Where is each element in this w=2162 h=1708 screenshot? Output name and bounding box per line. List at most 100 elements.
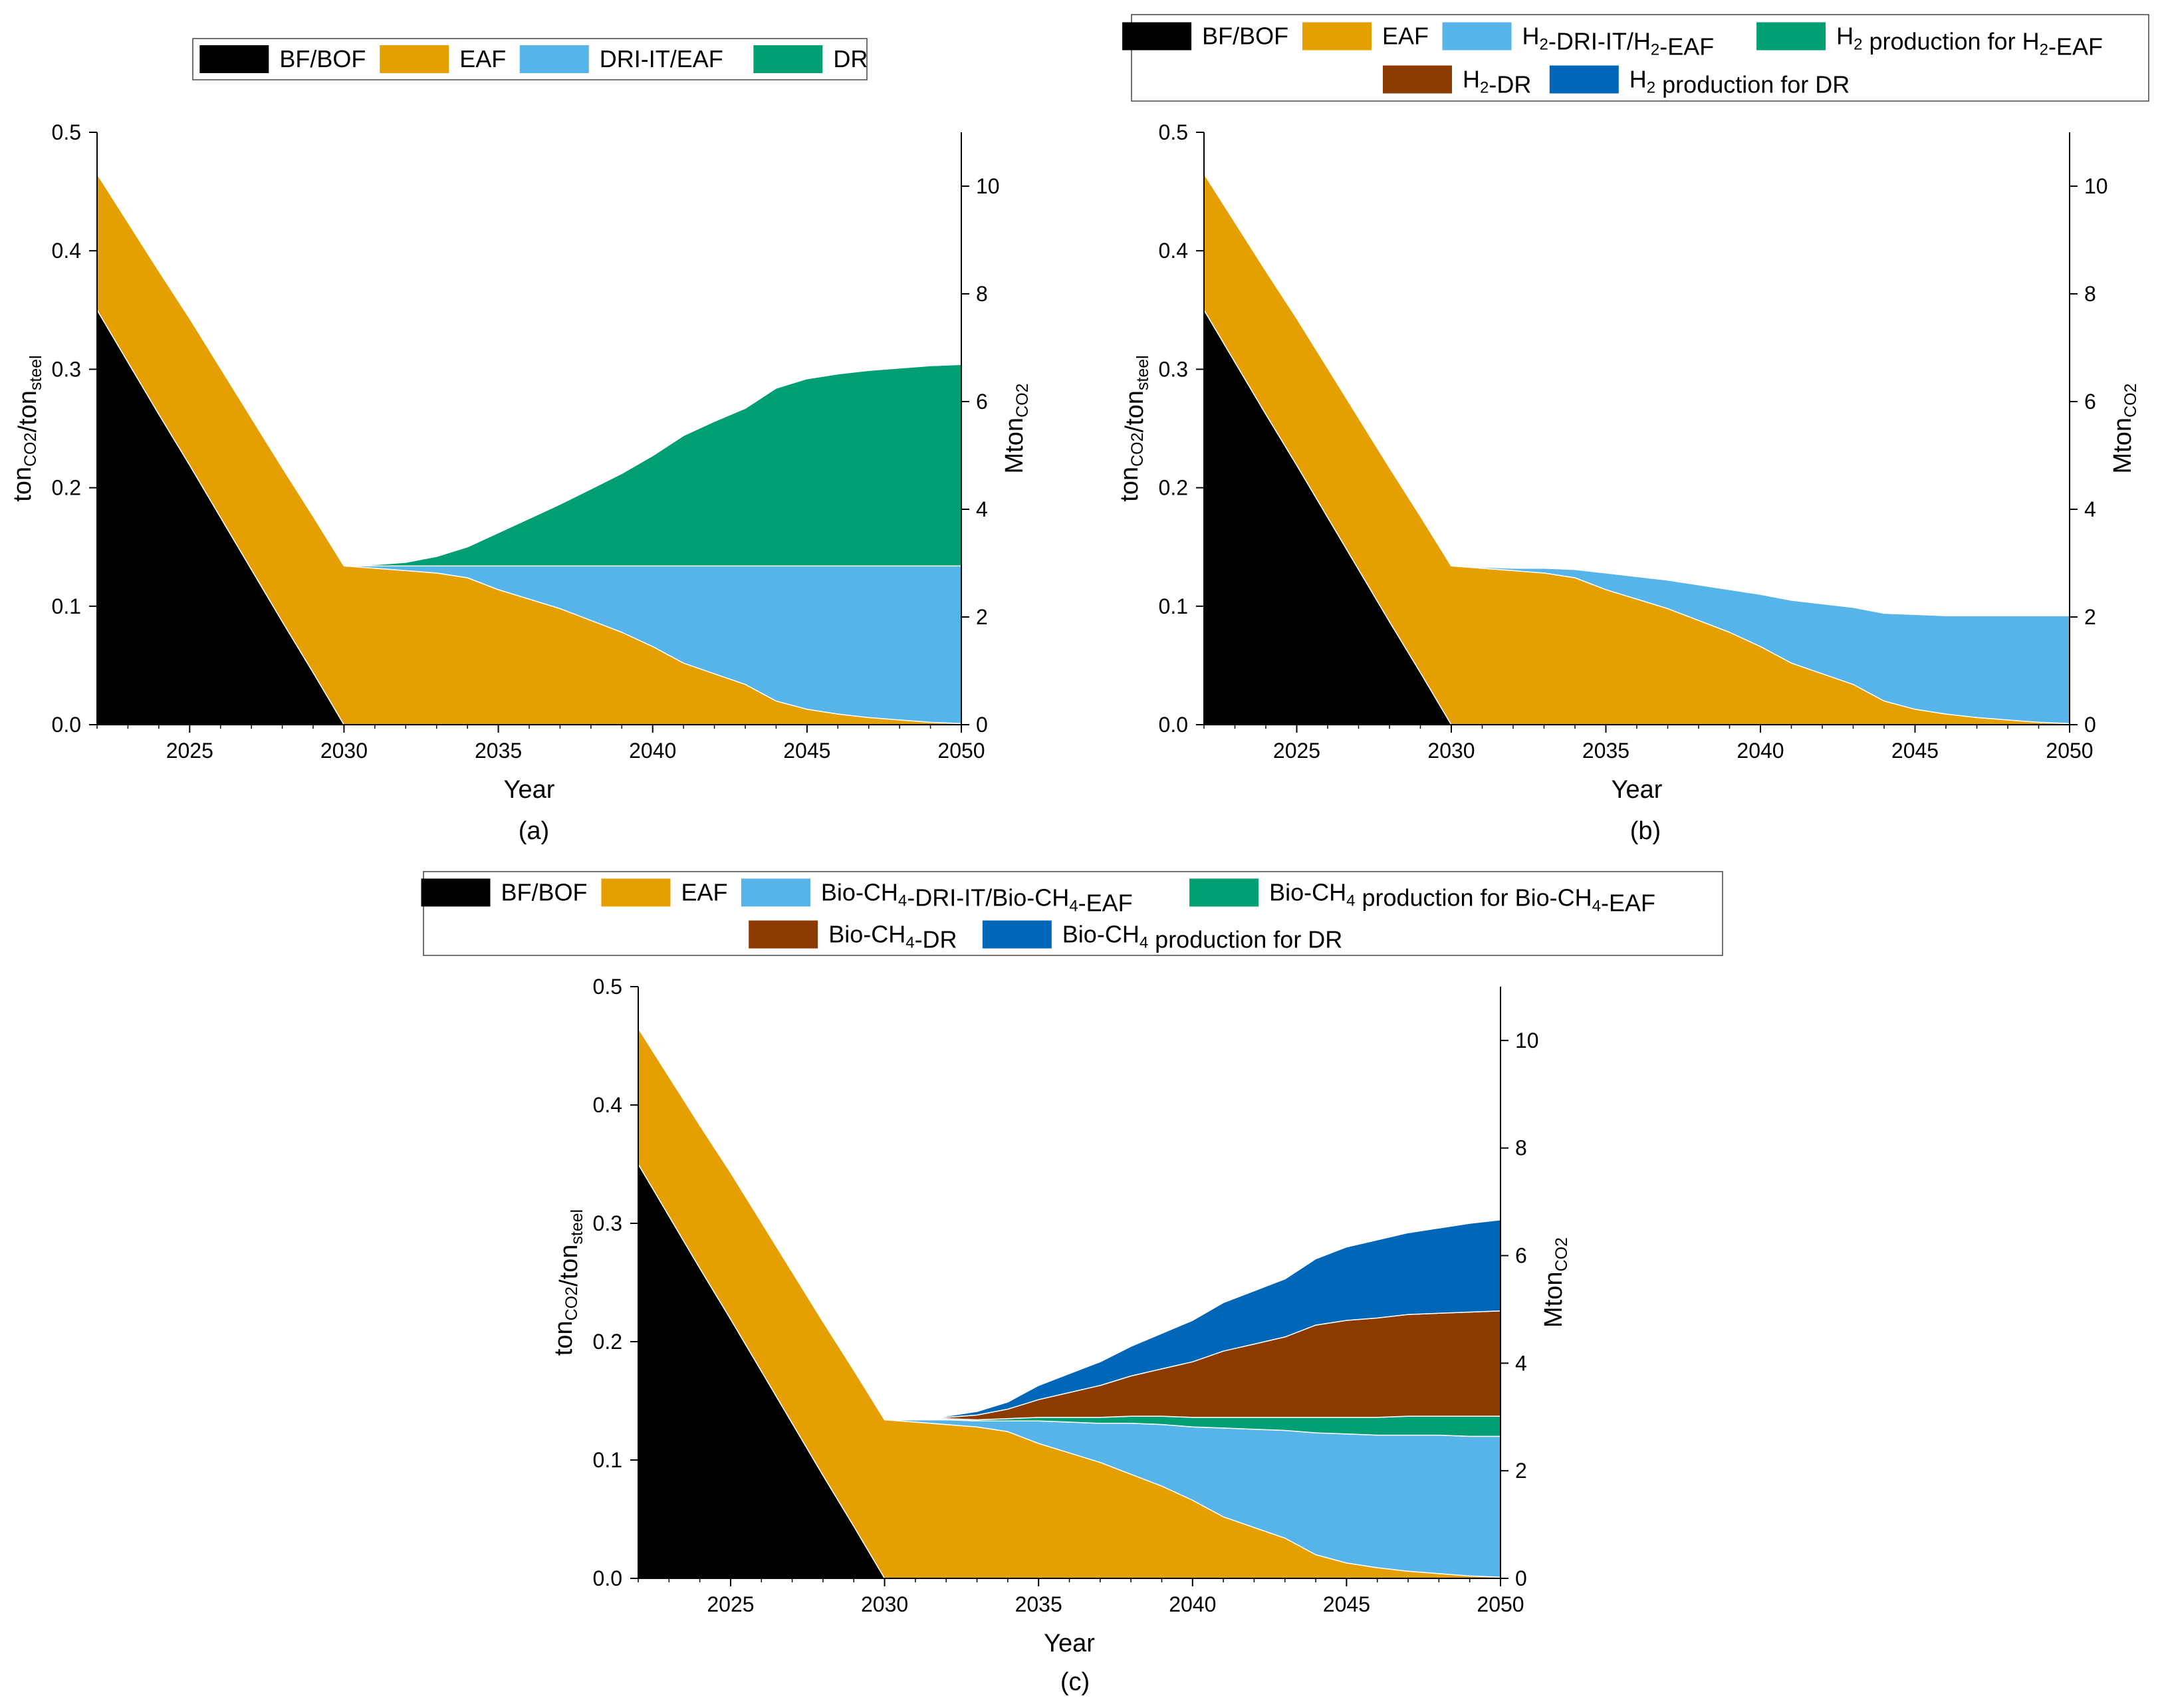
y-tick-label: 0.2: [593, 1330, 622, 1354]
legend-label: EAF: [459, 45, 506, 72]
y-tick-label: 0.2: [52, 476, 81, 500]
legend-label: BF/BOF: [501, 879, 587, 906]
y2-tick-label: 4: [1515, 1351, 1527, 1375]
chart-panel-b: 2025 2030 2035 2040 2045 2050 0.0 0.1 0.2 0.3 0.4 0…: [1116, 14, 2149, 845]
y2-tick-label: 6: [2084, 390, 2096, 414]
y-axis-title: tonCO2/tonsteel: [9, 355, 45, 501]
y2-tick-label: 4: [976, 497, 988, 521]
x-tick-label: 2040: [1737, 739, 1784, 763]
legend-label: DR: [833, 45, 868, 72]
y2-tick-label: 8: [2084, 282, 2096, 306]
y2-tick-label: 0: [1515, 1566, 1527, 1590]
y-tick-label: 0.0: [593, 1566, 622, 1590]
y-tick-label: 0.1: [593, 1448, 622, 1472]
legend-swatch: [519, 45, 589, 73]
x-tick-label: 2050: [937, 739, 985, 763]
y-axis-title: tonCO2/tonsteel: [1116, 355, 1152, 501]
y-tick-label: 0.1: [52, 594, 81, 618]
x-tick-label: 2030: [861, 1592, 908, 1616]
y2-tick-label: 2: [2084, 605, 2096, 629]
legend-label: H2 production for DR: [1629, 66, 1850, 98]
x-tick-label: 2045: [1323, 1592, 1370, 1616]
y-tick-label: 0.4: [52, 239, 81, 263]
legend-swatch: [1383, 65, 1452, 94]
x-tick-label: 2035: [475, 739, 522, 763]
panel-caption: (b): [1630, 817, 1661, 845]
legend-swatch: [1122, 22, 1192, 51]
x-tick-label: 2050: [2046, 739, 2093, 763]
x-axis-title: Year: [1044, 1630, 1095, 1657]
legend-swatch: [601, 878, 671, 907]
y-tick-label: 0.3: [52, 357, 81, 381]
y-tick-label: 0.0: [1159, 713, 1188, 737]
x-tick-label: 2025: [707, 1592, 754, 1616]
legend-label: BF/BOF: [1202, 23, 1288, 50]
legend-swatch: [380, 45, 449, 73]
legend-label: H2-DR: [1463, 66, 1531, 98]
legend-box: [1131, 14, 2149, 102]
y2-axis-title: MtonCO2: [1001, 384, 1032, 474]
x-axis-title: Year: [1612, 776, 1663, 804]
panel-caption: (a): [519, 817, 549, 845]
y2-tick-label: 10: [2084, 174, 2108, 198]
legend-label: Bio-CH4 production for Bio-CH4-EAF: [1269, 879, 1655, 917]
x-tick-label: 2040: [629, 739, 676, 763]
y-tick-label: 0.3: [593, 1211, 622, 1235]
legend-c: BF/BOF EAF Bio-CH4-DRI-IT/Bio-CH4-EAF Bio-C…: [421, 871, 1723, 956]
legend-label: EAF: [681, 879, 727, 906]
legend-label: H2-DRI-IT/H2-EAF: [1522, 23, 1715, 61]
y2-tick-label: 6: [976, 390, 988, 414]
y2-tick-label: 2: [976, 605, 988, 629]
x-tick-label: 2040: [1169, 1592, 1216, 1616]
legend-label: DRI-IT/EAF: [600, 45, 723, 72]
legend-swatch: [1302, 22, 1372, 51]
y2-tick-label: 0: [976, 713, 988, 737]
legend-label: Bio-CH4 production for DR: [1062, 921, 1343, 953]
legend-label: Bio-CH4-DRI-IT/Bio-CH4-EAF: [821, 879, 1133, 917]
y-tick-label: 0.5: [52, 120, 81, 144]
x-tick-label: 2050: [1477, 1592, 1524, 1616]
legend-b: BF/BOF EAF H2-DRI-IT/H2-EAF H2 production f…: [1122, 14, 2149, 102]
x-tick-label: 2035: [1582, 739, 1629, 763]
x-tick-label: 2025: [166, 739, 213, 763]
y-tick-label: 0.5: [1159, 120, 1188, 144]
y-tick-label: 0.4: [593, 1093, 622, 1117]
y-tick-label: 0.5: [593, 975, 622, 999]
x-tick-label: 2045: [1891, 739, 1939, 763]
y2-tick-label: 6: [1515, 1244, 1527, 1268]
x-tick-label: 2025: [1273, 739, 1320, 763]
chart-panel-c: 2025 2030 2035 2040 2045 2050 0.0 0.1 0.2 0.3 0.4 0…: [421, 871, 1723, 1696]
legend-swatch: [199, 45, 269, 73]
x-tick-label: 2045: [783, 739, 830, 763]
panel-caption: (c): [1060, 1668, 1090, 1696]
legend-a: BF/BOF EAF DRI-IT/EAF DR: [192, 38, 868, 80]
y-tick-label: 0.0: [52, 713, 81, 737]
y2-tick-label: 0: [2084, 713, 2096, 737]
legend-swatch: [1549, 65, 1619, 94]
y2-axis-title: MtonCO2: [2109, 384, 2140, 474]
y2-tick-label: 8: [976, 282, 988, 306]
legend-swatch: [741, 878, 810, 907]
y2-axis-title: MtonCO2: [1540, 1237, 1571, 1328]
legend-label: EAF: [1382, 23, 1429, 50]
legend-label: Bio-CH4-DR: [828, 921, 957, 953]
x-tick-label: 2030: [320, 739, 368, 763]
legend-swatch: [1442, 22, 1512, 51]
legend-label: H2 production for H2-EAF: [1836, 23, 2103, 61]
legend-swatch: [1189, 878, 1259, 907]
y2-tick-label: 4: [2084, 497, 2096, 521]
y2-tick-label: 2: [1515, 1459, 1527, 1483]
y-tick-label: 0.3: [1159, 357, 1188, 381]
y-tick-label: 0.4: [1159, 239, 1188, 263]
x-tick-label: 2035: [1015, 1592, 1062, 1616]
legend-swatch: [753, 45, 823, 73]
y2-tick-label: 8: [1515, 1136, 1527, 1160]
x-axis-title: Year: [504, 776, 555, 804]
legend-swatch: [749, 920, 818, 949]
legend-swatch: [421, 878, 491, 907]
x-tick-label: 2030: [1427, 739, 1475, 763]
y-tick-label: 0.1: [1159, 594, 1188, 618]
y2-tick-label: 10: [1515, 1029, 1539, 1052]
legend-label: BF/BOF: [279, 45, 366, 72]
